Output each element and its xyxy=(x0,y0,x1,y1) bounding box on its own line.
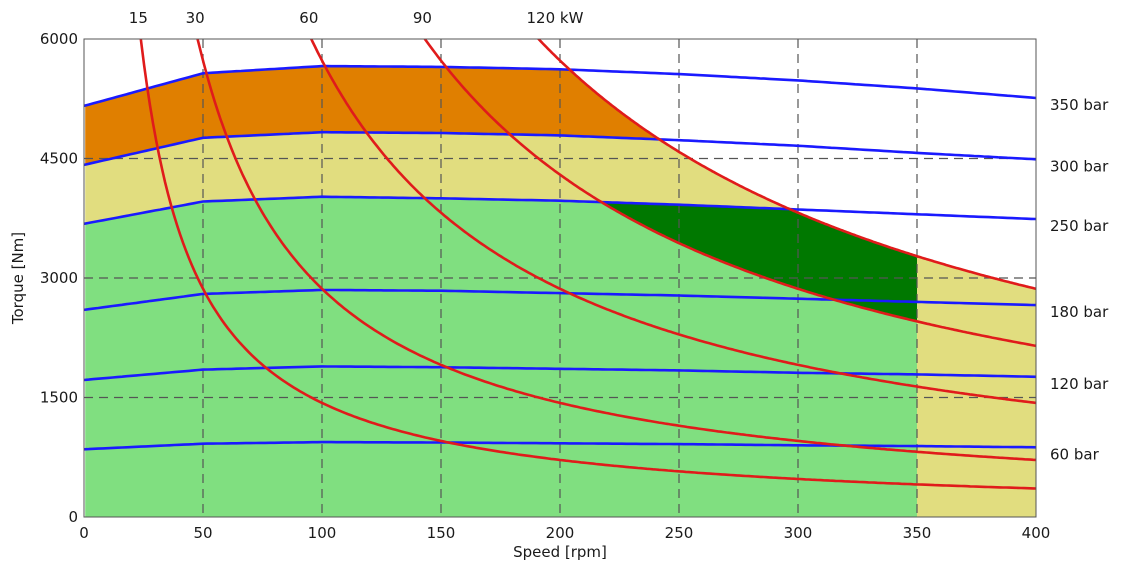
power-label: 15 xyxy=(129,9,148,27)
pressure-label: 180 bar xyxy=(1050,303,1109,321)
x-tick-label: 400 xyxy=(1022,524,1051,542)
pressure-label: 350 bar xyxy=(1050,96,1109,114)
power-label: 90 xyxy=(413,9,432,27)
power-label: 60 xyxy=(299,9,318,27)
power-line-120kw xyxy=(536,39,1036,291)
y-axis-title: Torque [Nm] xyxy=(9,232,27,325)
x-tick-label: 0 xyxy=(79,524,89,542)
y-tick-label: 6000 xyxy=(40,30,78,48)
x-axis-ticks: 0 50 100 150 200 250 300 350 400 xyxy=(79,524,1050,542)
plot-frame xyxy=(83,38,1037,518)
power-line-60kw xyxy=(309,39,1036,405)
region-dark-green xyxy=(424,39,917,322)
x-tick-label: 100 xyxy=(308,524,337,542)
pressure-labels: 350 bar 300 bar 250 bar 180 bar 120 bar 60 ba… xyxy=(1050,96,1109,463)
grid-lines xyxy=(84,39,1036,517)
pressure-line-120-bar xyxy=(84,365,1036,382)
pressure-label: 60 bar xyxy=(1050,445,1100,463)
pressure-label: 300 bar xyxy=(1050,157,1109,175)
region-yellow-high-speed xyxy=(917,256,1036,517)
pressure-line-180-bar xyxy=(84,288,1036,312)
x-tick-label: 200 xyxy=(546,524,575,542)
power-label: 30 xyxy=(186,9,205,27)
x-axis-title: Speed [rpm] xyxy=(513,543,607,561)
power-label: 120 kW xyxy=(527,9,584,27)
y-tick-label: 4500 xyxy=(40,150,78,168)
pressure-lines xyxy=(84,64,1036,451)
x-tick-label: 300 xyxy=(784,524,813,542)
power-labels: 15 30 60 90 120 kW xyxy=(129,9,584,27)
y-axis-ticks: 0 1500 3000 4500 6000 xyxy=(40,30,78,526)
power-line-90kw xyxy=(423,39,1036,348)
pressure-line-60-bar xyxy=(84,440,1036,451)
y-tick-label: 0 xyxy=(68,508,78,526)
x-tick-label: 350 xyxy=(903,524,932,542)
x-tick-label: 50 xyxy=(193,524,212,542)
power-line-15kw xyxy=(139,39,1036,490)
region-light-green xyxy=(85,196,917,517)
pressure-label: 120 bar xyxy=(1050,375,1109,393)
y-tick-label: 3000 xyxy=(40,269,78,287)
pressure-label: 250 bar xyxy=(1050,217,1109,235)
power-line-30kw xyxy=(196,39,1036,462)
pressure-line-350-bar xyxy=(84,64,1036,108)
pressure-line-300-bar xyxy=(84,130,1036,167)
pressure-line-250-bar xyxy=(84,195,1036,226)
y-tick-label: 1500 xyxy=(40,389,78,407)
power-lines xyxy=(139,39,1036,490)
x-tick-label: 150 xyxy=(427,524,456,542)
x-tick-label: 250 xyxy=(665,524,694,542)
